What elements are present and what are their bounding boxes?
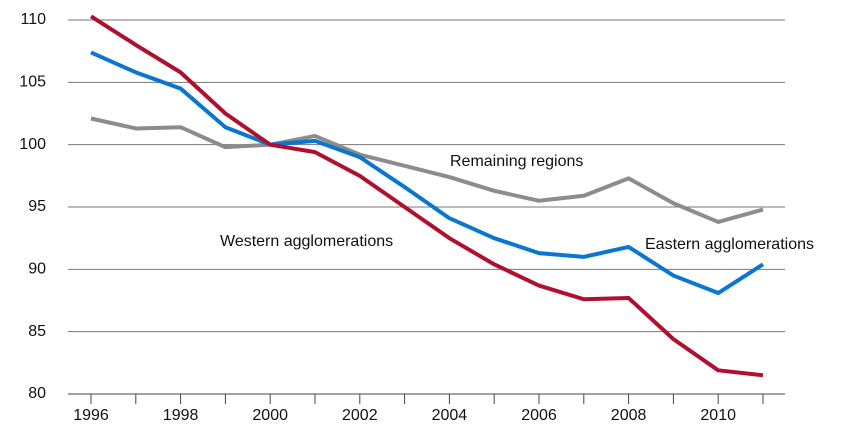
y-tick-label: 110	[20, 11, 46, 28]
series-line	[90, 50, 765, 296]
y-tick-label: 95	[28, 198, 46, 215]
x-tick-label: 2010	[700, 407, 736, 424]
x-tick-label: 1998	[163, 407, 199, 424]
y-tick-label: 90	[28, 261, 46, 278]
x-tick-label: 2002	[342, 407, 378, 424]
x-tick-label: 2004	[432, 407, 468, 424]
y-tick-label: 100	[19, 136, 46, 153]
series-label: Western agglomerations	[220, 233, 393, 250]
x-tick-label: 2008	[611, 407, 647, 424]
y-tick-label: 80	[28, 385, 46, 402]
x-tick-label: 1996	[73, 407, 109, 424]
x-tick-label: 2006	[521, 407, 557, 424]
y-tick-label: 105	[19, 74, 46, 91]
series-line	[89, 14, 764, 378]
series-label: Remaining regions	[450, 153, 583, 170]
y-tick-label: 85	[28, 323, 46, 340]
series-label: Eastern agglomerations	[645, 236, 814, 253]
x-tick-label: 2000	[252, 407, 288, 424]
series-line	[90, 116, 764, 224]
